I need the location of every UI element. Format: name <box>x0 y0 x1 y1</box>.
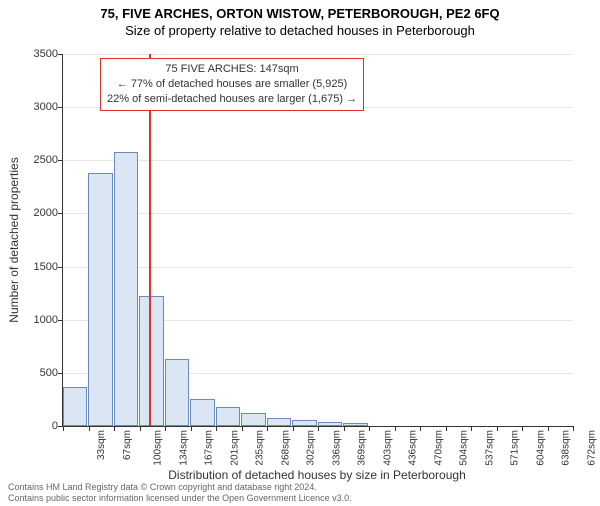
x-tick-label: 100sqm <box>153 430 164 466</box>
x-tick-label: 67sqm <box>122 430 133 460</box>
x-tick-label: 672sqm <box>586 430 597 466</box>
x-tick <box>522 426 523 431</box>
y-tick-label: 2000 <box>34 207 58 219</box>
y-tick-label: 2500 <box>34 154 58 166</box>
footer-line-2: Contains public sector information licen… <box>8 493 352 504</box>
x-tick <box>395 426 396 431</box>
x-tick <box>267 426 268 431</box>
x-tick-label: 336sqm <box>331 430 342 466</box>
histogram-bar <box>318 422 343 426</box>
x-tick <box>573 426 574 431</box>
x-axis-label: Distribution of detached houses by size … <box>62 468 572 482</box>
histogram-bar <box>216 407 241 426</box>
x-tick <box>446 426 447 431</box>
x-tick-label: 638sqm <box>561 430 572 466</box>
x-tick-label: 470sqm <box>433 430 444 466</box>
histogram-bar <box>267 418 292 427</box>
chart-area: 75 FIVE ARCHES: 147sqm ← 77% of detached… <box>62 54 572 426</box>
y-tick-label: 3500 <box>34 48 58 60</box>
histogram-bar <box>63 387 88 426</box>
histogram-bar <box>114 152 139 426</box>
x-tick-label: 604sqm <box>535 430 546 466</box>
x-tick <box>63 426 64 431</box>
x-tick <box>114 426 115 431</box>
x-tick <box>497 426 498 431</box>
y-tick-label: 0 <box>52 420 58 432</box>
x-tick-label: 436sqm <box>408 430 419 466</box>
x-tick <box>548 426 549 431</box>
y-tick-label: 1500 <box>34 261 58 273</box>
x-tick <box>420 426 421 431</box>
info-line-3: 22% of semi-detached houses are larger (… <box>107 92 357 107</box>
x-tick-label: 33sqm <box>96 430 107 460</box>
x-tick-label: 571sqm <box>510 430 521 466</box>
x-tick <box>165 426 166 431</box>
x-tick <box>242 426 243 431</box>
y-tick-label: 500 <box>40 367 58 379</box>
y-axis-label: Number of detached properties <box>7 157 21 322</box>
info-line-1: 75 FIVE ARCHES: 147sqm <box>107 62 357 77</box>
x-tick <box>89 426 90 431</box>
x-tick <box>369 426 370 431</box>
x-tick-label: 167sqm <box>204 430 215 466</box>
x-tick <box>140 426 141 431</box>
histogram-bar <box>292 420 317 426</box>
histogram-bar <box>88 173 113 426</box>
x-tick <box>191 426 192 431</box>
x-tick <box>344 426 345 431</box>
x-tick-label: 302sqm <box>306 430 317 466</box>
x-tick-label: 201sqm <box>229 430 240 466</box>
x-tick <box>216 426 217 431</box>
histogram-bar <box>241 413 266 426</box>
x-tick-label: 403sqm <box>382 430 393 466</box>
page-title: 75, FIVE ARCHES, ORTON WISTOW, PETERBORO… <box>0 6 600 21</box>
histogram-bar <box>139 296 164 426</box>
histogram-bar <box>343 423 368 426</box>
x-tick <box>318 426 319 431</box>
y-tick-label: 1000 <box>34 314 58 326</box>
marker-info-box: 75 FIVE ARCHES: 147sqm ← 77% of detached… <box>100 58 364 111</box>
x-tick-label: 537sqm <box>484 430 495 466</box>
x-tick-label: 235sqm <box>255 430 266 466</box>
x-tick-label: 504sqm <box>459 430 470 466</box>
x-tick <box>471 426 472 431</box>
x-tick <box>293 426 294 431</box>
histogram-bar <box>165 359 190 426</box>
x-tick-label: 369sqm <box>357 430 368 466</box>
footer: Contains HM Land Registry data © Crown c… <box>8 482 352 504</box>
footer-line-1: Contains HM Land Registry data © Crown c… <box>8 482 352 493</box>
x-tick-label: 134sqm <box>178 430 189 466</box>
chart-container: 75, FIVE ARCHES, ORTON WISTOW, PETERBORO… <box>0 6 600 506</box>
y-tick-label: 3000 <box>34 101 58 113</box>
info-line-2: ← 77% of detached houses are smaller (5,… <box>107 77 357 92</box>
histogram-bar <box>190 399 215 426</box>
page-subtitle: Size of property relative to detached ho… <box>0 23 600 38</box>
x-tick-label: 268sqm <box>280 430 291 466</box>
